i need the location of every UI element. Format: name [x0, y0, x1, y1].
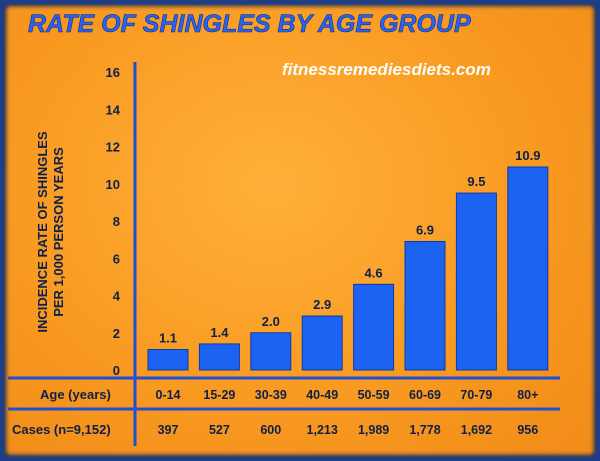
y-axis-label-line1: INCIDENCE RATE OF SHINGLES — [35, 131, 50, 333]
case-count-label: 527 — [209, 423, 230, 437]
bar-80+ — [507, 166, 549, 371]
chart-frame — [4, 4, 596, 457]
age-category-label: 80+ — [517, 388, 538, 402]
y-axis-ticks: 0 2 4 6 8 10 12 14 16 — [106, 65, 121, 378]
bar-0-14 — [147, 349, 189, 371]
chart-title: RATE OF SHINGLES BY AGE GROUP — [28, 10, 471, 38]
age-category-label: 60-69 — [409, 388, 441, 402]
bar-30-39 — [250, 332, 292, 371]
bar-60-69 — [404, 240, 446, 371]
case-count-label: 600 — [260, 423, 281, 437]
value-label: 9.5 — [467, 174, 485, 189]
bar-50-59 — [353, 283, 395, 371]
value-label: 2.0 — [262, 314, 280, 329]
y-tick-label: 10 — [106, 177, 120, 192]
age-row-label: Age (years) — [40, 387, 111, 402]
age-category-label: 40-49 — [306, 388, 338, 402]
y-tick-label: 16 — [106, 65, 120, 80]
case-count-label: 1,778 — [409, 423, 440, 437]
value-label: 2.9 — [313, 297, 331, 312]
value-label: 1.4 — [210, 325, 229, 340]
age-category-label: 0-14 — [155, 388, 180, 402]
case-count-label: 956 — [517, 423, 538, 437]
bar-40-49 — [301, 315, 343, 371]
case-count-labels: 397 527 600 1,213 1,989 1,778 1,692 956 — [158, 423, 539, 437]
value-label: 6.9 — [416, 222, 434, 237]
y-tick-label: 2 — [113, 326, 120, 341]
bar-70-79 — [455, 192, 497, 371]
case-count-label: 1,213 — [307, 423, 338, 437]
watermark: fitnessremediesdiets.com — [282, 60, 491, 79]
y-tick-label: 6 — [113, 251, 120, 266]
age-category-label: 70-79 — [460, 388, 492, 402]
y-tick-label: 0 — [113, 363, 120, 378]
y-tick-label: 4 — [113, 289, 121, 304]
age-category-label: 50-59 — [358, 388, 390, 402]
bars — [147, 166, 549, 371]
bar-15-29 — [198, 343, 240, 371]
y-tick-label: 14 — [106, 102, 121, 117]
cases-row-label: Cases (n=9,152) — [12, 422, 111, 437]
value-label: 1.1 — [159, 331, 177, 346]
value-label: 4.6 — [365, 265, 383, 280]
age-category-label: 15-29 — [203, 388, 235, 402]
y-axis-label-line2: PER 1,000 PERSON YEARS — [51, 147, 66, 317]
y-tick-label: 12 — [106, 140, 120, 155]
age-category-labels: 0-14 15-29 30-39 40-49 50-59 60-69 70-79 80+ — [155, 388, 538, 402]
case-count-label: 1,692 — [461, 423, 492, 437]
case-count-label: 397 — [158, 423, 179, 437]
value-label: 10.9 — [515, 148, 540, 163]
y-tick-label: 8 — [113, 214, 120, 229]
case-count-label: 1,989 — [358, 423, 389, 437]
value-labels: 1.1 1.4 2.0 2.9 4.6 6.9 9.5 10.9 — [159, 148, 540, 346]
age-category-label: 30-39 — [255, 388, 287, 402]
